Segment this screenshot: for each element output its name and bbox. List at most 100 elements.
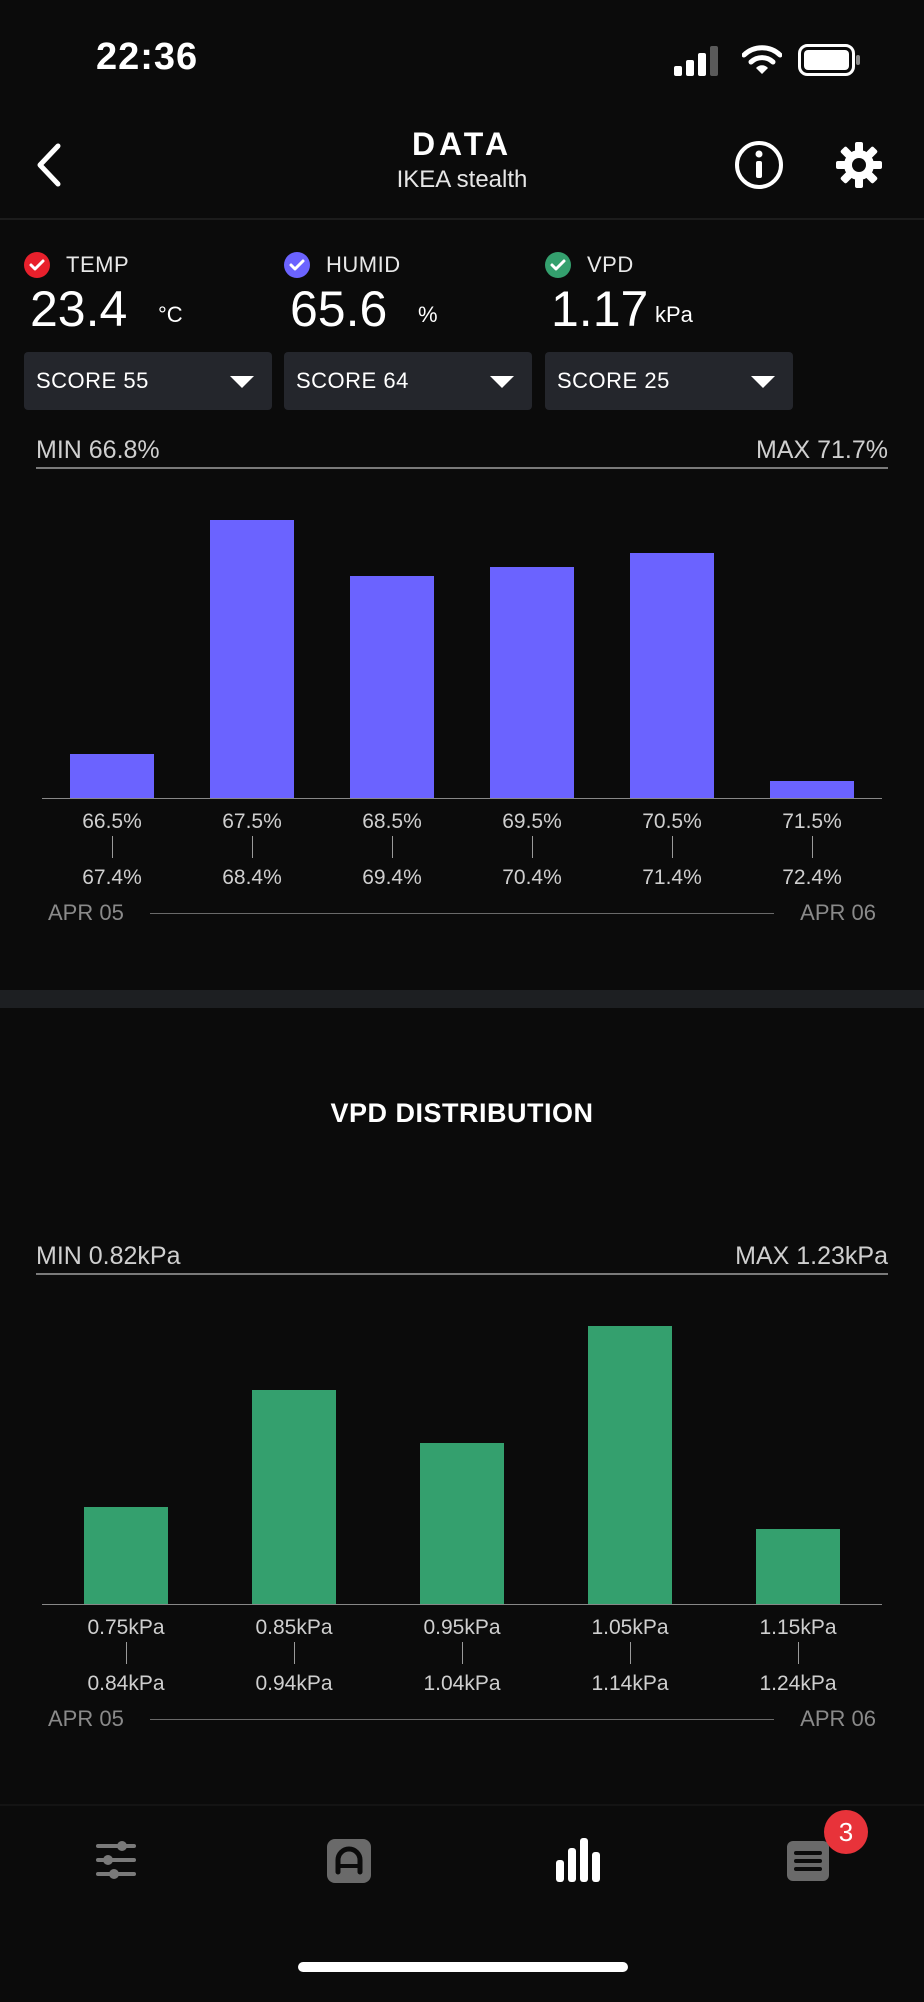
bin-end-label: 1.04kPa [423,1672,501,1695]
bin-end-label: 68.4% [222,866,282,889]
vpd-check-icon [545,252,571,278]
section-divider [0,990,924,1008]
humid-max-label: MAX 71.7% [755,436,888,464]
chart-bar[interactable] [350,575,434,798]
bin-start-label: 0.75kPa [87,1616,165,1639]
bin-start-label: 71.5% [782,810,842,833]
bin-end-label: 69.4% [362,866,422,889]
gear-icon[interactable] [834,140,884,190]
bin-range-tick [294,1642,295,1664]
metric-vpd: VPD 1.17 kPa [545,250,805,410]
date-end: APR 06 [800,900,876,925]
bin-start-label: 0.85kPa [255,1616,333,1639]
metric-label: HUMID [326,252,401,277]
bin-start-label: 68.5% [362,810,422,833]
caret-down-icon [490,376,514,388]
vpd-distribution-chart: 0.75kPa 0.84kPa 0.85kPa 0.94kPa 0.95kPa 1.04k… [0,1290,924,1730]
chart-bar[interactable] [252,1389,336,1604]
vpd-min-label: MIN 0.82kPa [36,1242,181,1270]
bin-start-label: 70.5% [642,810,702,833]
bin-end-label: 0.84kPa [87,1672,165,1695]
bin-start-label: 0.95kPa [423,1616,501,1639]
score-label: SCORE 55 [36,368,149,393]
metric-label: VPD [587,252,634,277]
metric-humid: HUMID 65.6 % [284,250,544,410]
sliders-icon[interactable] [94,1838,138,1882]
chart-baseline [42,1604,882,1605]
chart-bar[interactable] [84,1506,168,1604]
metric-temp: TEMP 23.4 °C [24,250,284,410]
chart-bar[interactable] [210,520,294,798]
humidity-distribution-chart: 66.5% 67.4% 67.5% 68.4% 68.5% 69.4% 69.5% 70.4%… [0,480,924,920]
metric-unit: % [418,302,438,327]
bin-range-tick [126,1642,127,1664]
bin-end-label: 1.14kPa [591,1672,669,1695]
metric-unit: °C [158,302,183,327]
back-chevron-icon[interactable] [30,140,70,190]
home-indicator [298,1962,628,1972]
bar-chart-icon[interactable] [554,1836,602,1884]
bin-range-tick [672,836,673,858]
caret-down-icon [230,376,254,388]
signal-icon [674,46,718,76]
bin-range-tick [812,836,813,858]
temp-score-dropdown[interactable]: SCORE 55 [24,352,272,410]
date-start: APR 05 [48,900,124,925]
chart-bar[interactable] [490,567,574,798]
bin-range-tick [462,1642,463,1664]
bin-range-tick [112,836,113,858]
tab-bar [0,1804,924,2002]
page-title: DATA [411,126,513,162]
bin-range-tick [798,1642,799,1664]
metric-value: 65.6 [290,281,388,337]
score-label: SCORE 64 [296,368,409,393]
status-time: 22:36 [96,36,199,78]
chart-bar[interactable] [420,1442,504,1604]
bin-end-label: 71.4% [642,866,702,889]
app-icon[interactable] [326,1838,372,1884]
chart-bar[interactable] [630,553,714,798]
bin-start-label: 1.05kPa [591,1616,669,1639]
chart-bar[interactable] [588,1326,672,1604]
bin-end-label: 70.4% [502,866,562,889]
humid-check-icon [284,252,310,278]
info-icon[interactable] [734,140,784,190]
vpd-chart-title: VPD DISTRIBUTION [330,1098,594,1128]
date-range-line [150,1719,774,1720]
humid-min-label: MIN 66.8% [36,436,160,464]
nav-header [0,100,924,220]
vpd-max-label: MAX 1.23kPa [735,1242,888,1270]
bin-start-label: 67.5% [222,810,282,833]
wifi-icon [742,45,782,74]
chart-baseline [42,798,882,799]
humid-score-dropdown[interactable]: SCORE 64 [284,352,532,410]
vpd-score-dropdown[interactable]: SCORE 25 [545,352,793,410]
bin-start-label: 66.5% [82,810,142,833]
battery-icon [798,44,860,76]
bin-range-tick [630,1642,631,1664]
bin-start-label: 69.5% [502,810,562,833]
bin-end-label: 67.4% [82,866,142,889]
bin-end-label: 1.24kPa [759,1672,837,1695]
metric-value: 1.17 [551,281,649,337]
bin-start-label: 1.15kPa [759,1616,837,1639]
chart-bar[interactable] [756,1528,840,1604]
humid-range-rule [36,467,888,469]
metric-unit: kPa [655,302,693,327]
bin-range-tick [532,836,533,858]
date-range-line [150,913,774,914]
chart-bar[interactable] [770,781,854,798]
metric-label: TEMP [66,252,130,277]
date-start: APR 05 [48,1706,124,1731]
bin-end-label: 72.4% [782,866,842,889]
date-end: APR 06 [800,1706,876,1731]
chart-bar[interactable] [70,753,154,798]
score-label: SCORE 25 [557,368,670,393]
bin-range-tick [392,836,393,858]
caret-down-icon [751,376,775,388]
metric-value: 23.4 [30,281,128,337]
vpd-range-rule [36,1273,888,1275]
bin-end-label: 0.94kPa [255,1672,333,1695]
list-icon[interactable] [786,1840,830,1882]
page-subtitle: IKEA stealth [396,166,528,193]
